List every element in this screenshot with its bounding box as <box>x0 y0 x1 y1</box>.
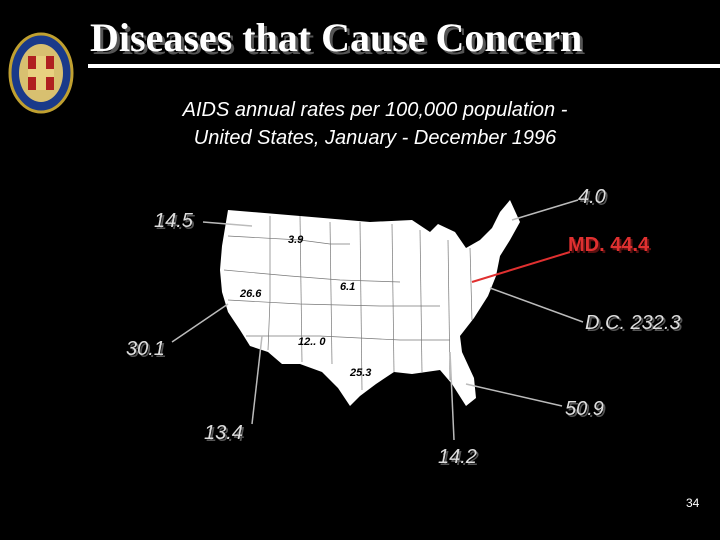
label-wa: 14.5 <box>154 210 193 232</box>
title-bar: Diseases that Cause Concern <box>0 0 720 82</box>
title-underline <box>88 64 720 68</box>
label-ga: 14.2 <box>438 446 477 468</box>
label-nv: 26.6 <box>240 288 262 300</box>
label-md: MD. 44.4 <box>568 234 650 256</box>
label-tx: 25.3 <box>350 367 372 379</box>
leader-wa <box>202 221 253 227</box>
leader-me <box>511 199 579 221</box>
leader-md <box>471 251 571 283</box>
label-mt: 3.9 <box>288 234 304 246</box>
state-borders <box>223 215 473 391</box>
leader-dc <box>489 287 584 323</box>
label-dc: D.C. 232.3 <box>585 312 681 334</box>
label-fl: 50.9 <box>565 398 604 420</box>
seal-logo-icon <box>8 32 74 114</box>
leader-fl <box>465 383 563 407</box>
chart-subtitle: AIDS annual rates per 100,000 population… <box>100 96 650 152</box>
label-me: 4.0 <box>578 186 606 208</box>
label-co: 6.1 <box>340 281 356 293</box>
subtitle-line-2: United States, January - December 1996 <box>193 127 557 149</box>
us-outline <box>220 200 520 406</box>
page-number: 34 <box>686 496 700 510</box>
leader-az <box>251 335 263 425</box>
label-ok: 12.. 0 <box>298 336 326 348</box>
slide-title: Diseases that Cause Concern <box>90 15 583 60</box>
label-ca: 30.1 <box>126 338 165 360</box>
leader-ga <box>449 351 455 441</box>
label-az: 13.4 <box>204 422 243 444</box>
leader-ca <box>171 303 229 343</box>
subtitle-line-1: AIDS annual rates per 100,000 population… <box>182 99 568 121</box>
leader-lines <box>171 199 584 441</box>
